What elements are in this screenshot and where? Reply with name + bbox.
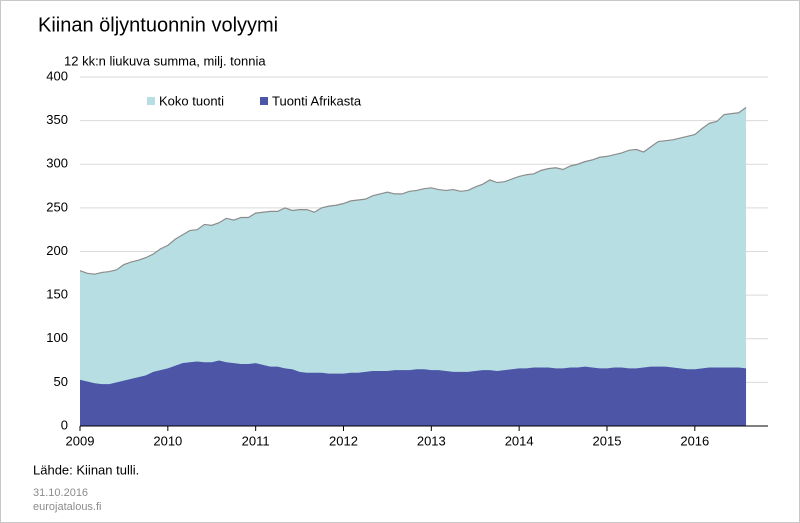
y-tick-label: 400 bbox=[46, 68, 68, 83]
site: eurojatalous.fi bbox=[33, 501, 102, 513]
x-tick-label: 2012 bbox=[329, 433, 358, 448]
area-line bbox=[79, 107, 747, 275]
area bbox=[80, 360, 747, 426]
x-tick-label: 2013 bbox=[417, 433, 446, 448]
x-tick-label: 2009 bbox=[66, 433, 95, 448]
y-tick-label: 100 bbox=[46, 330, 68, 345]
x-tick-label: 2011 bbox=[242, 433, 270, 448]
y-tick-label: 300 bbox=[46, 156, 68, 171]
area bbox=[80, 107, 747, 426]
y-tick-label: 350 bbox=[46, 112, 68, 127]
y-tick-label: 0 bbox=[61, 417, 68, 432]
y-tick-label: 150 bbox=[46, 287, 68, 302]
x-tick-label: 2014 bbox=[505, 433, 534, 448]
legend-swatch bbox=[147, 97, 155, 105]
y-tick-label: 50 bbox=[54, 374, 68, 389]
date: 31.10.2016 bbox=[33, 487, 88, 499]
source: Lähde: Kiinan tulli. bbox=[33, 462, 139, 477]
legend-label: Koko tuonti bbox=[159, 93, 224, 108]
y-tick-label: 200 bbox=[46, 243, 68, 258]
legend-label: Tuonti Afrikasta bbox=[272, 93, 362, 108]
x-tick-label: 2015 bbox=[593, 433, 622, 448]
legend-swatch bbox=[260, 97, 268, 105]
y-tick-label: 250 bbox=[46, 199, 68, 214]
chart-title: Kiinan öljyntuonnin volyymi bbox=[38, 14, 278, 36]
x-tick-label: 2016 bbox=[680, 433, 709, 448]
x-tick-label: 2010 bbox=[153, 433, 182, 448]
chart-subtitle: 12 kk:n liukuva summa, milj. tonnia bbox=[64, 53, 266, 68]
